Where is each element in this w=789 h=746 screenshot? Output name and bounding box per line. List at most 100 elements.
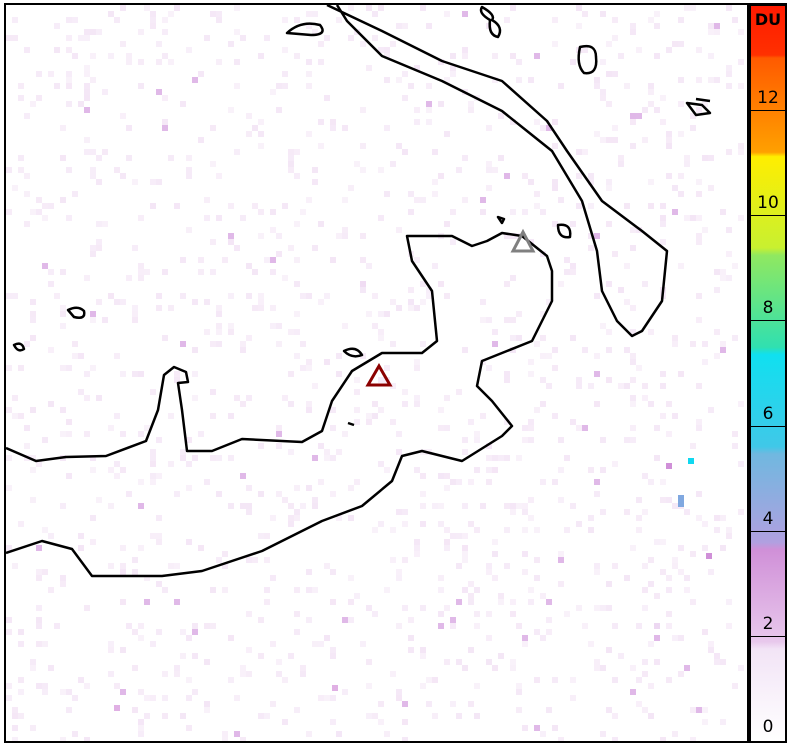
- so2-pixel: [474, 611, 480, 617]
- so2-pixel: [528, 599, 534, 605]
- so2-pixel: [210, 341, 216, 347]
- so2-pixel: [720, 515, 726, 521]
- so2-pixel: [6, 683, 12, 689]
- so2-pixel: [378, 5, 384, 11]
- so2-pixel: [276, 83, 282, 89]
- so2-pixel: [72, 53, 78, 59]
- so2-pixel: [36, 575, 42, 581]
- so2-pixel: [240, 737, 246, 741]
- so2-pixel: [474, 683, 480, 689]
- so2-pixel: [450, 53, 456, 59]
- so2-pixel: [240, 503, 246, 509]
- so2-pixel: [438, 611, 444, 617]
- so2-pixel: [354, 593, 360, 599]
- so2-pixel: [246, 647, 252, 653]
- so2-pixel: [66, 419, 72, 425]
- so2-pixel: [60, 197, 66, 203]
- so2-pixel: [384, 467, 390, 473]
- so2-pixel: [108, 467, 114, 473]
- so2-pixel: [6, 293, 12, 299]
- so2-pixel: [288, 449, 294, 455]
- so2-pixel: [276, 491, 282, 497]
- so2-pixel: [108, 503, 114, 509]
- island: [66, 306, 86, 319]
- so2-pixel: [96, 497, 102, 503]
- so2-pixel: [150, 461, 156, 467]
- so2-pixel: [378, 167, 384, 173]
- so2-pixel: [360, 167, 366, 173]
- so2-pixel: [294, 281, 300, 287]
- so2-pixel: [438, 473, 444, 479]
- so2-pixel: [702, 227, 708, 233]
- so2-pixel-layer: [6, 5, 744, 741]
- so2-pixel: [606, 137, 612, 143]
- so2-pixel: [276, 425, 282, 431]
- so2-pixel: [90, 77, 96, 83]
- so2-pixel: [714, 329, 720, 335]
- so2-pixel: [162, 29, 168, 35]
- so2-pixel: [294, 257, 300, 263]
- so2-pixel: [204, 701, 210, 707]
- so2-pixel: [336, 353, 342, 359]
- volcano-triangle-secondary[interactable]: [510, 228, 536, 253]
- so2-pixel: [162, 269, 168, 275]
- so2-pixel: [90, 167, 96, 173]
- so2-pixel: [48, 533, 54, 539]
- so2-pixel: [48, 269, 54, 275]
- so2-pixel: [486, 161, 492, 167]
- so2-pixel: [168, 155, 174, 161]
- so2-pixel: [654, 623, 660, 629]
- so2-pixel: [120, 569, 126, 575]
- so2-pixel: [480, 317, 486, 323]
- so2-pixel: [372, 293, 378, 299]
- so2-pixel: [594, 233, 600, 239]
- so2-pixel: [138, 59, 144, 65]
- so2-pixel: [252, 269, 258, 275]
- so2-pixel: [630, 437, 636, 443]
- so2-pixel: [480, 299, 486, 305]
- so2-pixel: [408, 83, 414, 89]
- so2-pixel: [588, 233, 594, 239]
- so2-pixel: [444, 473, 450, 479]
- so2-pixel: [588, 245, 594, 251]
- so2-pixel: [612, 713, 618, 719]
- so2-pixel: [366, 659, 372, 665]
- so2-pixel: [690, 215, 696, 221]
- so2-pixel: [216, 215, 222, 221]
- so2-pixel: [30, 497, 36, 503]
- so2-pixel: [138, 623, 144, 629]
- so2-pixel: [294, 221, 300, 227]
- so2-pixel: [90, 173, 96, 179]
- so2-pixel: [312, 167, 318, 173]
- so2-pixel: [276, 671, 282, 677]
- so2-pixel: [654, 11, 660, 17]
- volcano-triangle-primary[interactable]: [365, 363, 393, 387]
- island: [556, 223, 572, 239]
- so2-pixel: [24, 443, 30, 449]
- so2-pixel: [396, 695, 402, 701]
- so2-pixel: [486, 635, 492, 641]
- so2-pixel: [444, 293, 450, 299]
- so2-pixel: [414, 107, 420, 113]
- so2-pixel: [228, 413, 234, 419]
- so2-pixel: [516, 623, 522, 629]
- so2-pixel: [390, 527, 396, 533]
- so2-pixel: [444, 395, 450, 401]
- so2-pixel: [594, 491, 600, 497]
- so2-pixel: [660, 215, 666, 221]
- so2-pixel: [258, 53, 264, 59]
- so2-pixel: [372, 11, 378, 17]
- so2-pixel: [534, 119, 540, 125]
- so2-pixel: [228, 677, 234, 683]
- so2-pixel: [654, 593, 660, 599]
- so2-pixel: [372, 713, 378, 719]
- so2-pixel: [690, 707, 696, 713]
- so2-pixel: [186, 227, 192, 233]
- so2-pixel: [696, 179, 702, 185]
- so2-pixel: [420, 197, 426, 203]
- so2-pixel: [246, 113, 252, 119]
- so2-pixel: [708, 185, 714, 191]
- so2-pixel: [258, 653, 264, 659]
- so2-pixel: [6, 617, 12, 623]
- so2-pixel: [66, 47, 72, 53]
